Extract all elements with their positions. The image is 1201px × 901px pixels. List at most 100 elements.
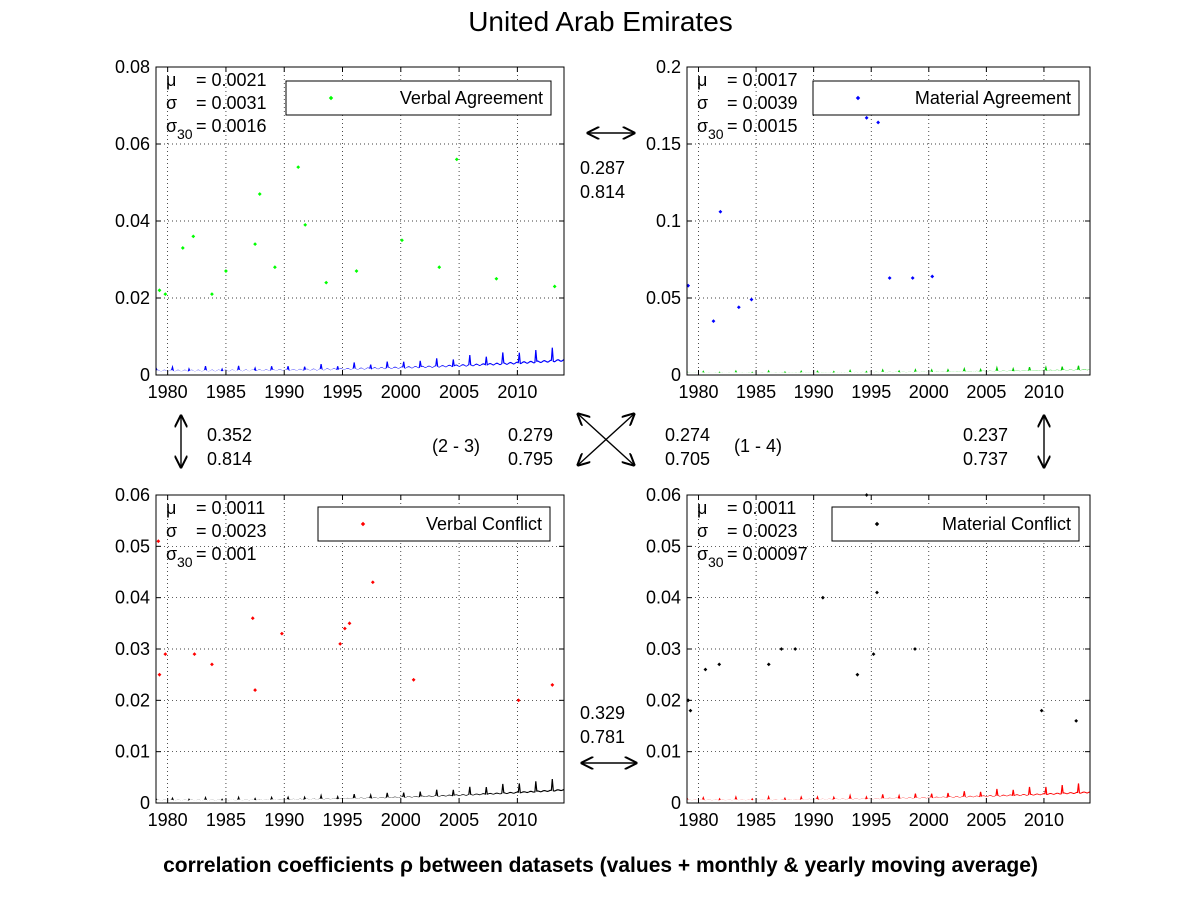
verbal-conflict-outlier-point — [411, 677, 416, 682]
verbal-conflict-ytick-label: 0.03 — [115, 639, 150, 659]
verbal-conflict-xtick-label: 2000 — [381, 810, 421, 830]
verbal-agreement-outlier-point — [552, 284, 557, 289]
verbal-conflict-stat-mu: μ — [166, 498, 176, 518]
verbal-conflict-xtick-label: 1980 — [148, 810, 188, 830]
verbal-conflict-yearly-average — [155, 790, 565, 803]
material-conflict-ytick-label: 0.02 — [646, 690, 681, 710]
material-agreement-ytick-label: 0.1 — [656, 211, 681, 231]
corr-right: 0.237 0.737 — [963, 423, 1008, 471]
material-conflict-outlier-point — [871, 652, 876, 657]
verbal-agreement-outlier-point — [494, 276, 499, 281]
corr-diag-1-4: 0.274 0.705 — [665, 423, 710, 471]
material-agreement-outlier-point — [736, 305, 741, 310]
material-conflict-outlier-point — [717, 662, 722, 667]
material-agreement-legend-marker — [855, 95, 861, 101]
verbal-agreement-outlier-point — [454, 157, 459, 162]
material-conflict-outlier-point — [703, 667, 708, 672]
verbal-conflict-ytick-label: 0 — [140, 793, 150, 813]
verbal-conflict-stat-sigma30-sub: 30 — [177, 554, 193, 570]
verbal-conflict-ytick-label: 0.02 — [115, 690, 150, 710]
pair-label-1-4: (1 - 4) — [734, 436, 783, 456]
material-conflict-plot-area — [687, 495, 1090, 803]
material-conflict-ytick-label: 0.01 — [646, 742, 681, 762]
material-agreement-xtick-label: 2005 — [966, 382, 1006, 402]
material-agreement-outlier-point — [864, 115, 869, 120]
verbal-conflict-xtick-label: 2005 — [439, 810, 479, 830]
material-agreement-stat-sigma-value: = 0.0039 — [727, 93, 798, 113]
verbal-agreement-ytick-label: 0.04 — [115, 211, 150, 231]
verbal-conflict-stat-sigma: σ — [166, 521, 177, 541]
verbal-conflict-xtick-label: 1995 — [322, 810, 362, 830]
corr-top-avg: 0.814 — [580, 182, 626, 202]
corr-top-value: 0.287 — [580, 158, 626, 178]
verbal-agreement-xtick-label: 1985 — [206, 382, 246, 402]
material-conflict-stat-sigma30-value: = 0.00097 — [727, 544, 808, 564]
material-agreement-outlier-point — [718, 209, 723, 214]
corr-bottom-value: 0.329 — [580, 703, 626, 723]
verbal-agreement-stat-sigma-value: = 0.0031 — [196, 93, 267, 113]
material-conflict-stat-mu-value: = 0.0011 — [727, 498, 796, 518]
verbal-conflict-outlier-point — [253, 688, 257, 692]
verbal-agreement-yearly-average — [155, 360, 565, 374]
material-conflict-legend-label: Material Conflict — [942, 514, 1071, 534]
verbal-agreement-stat-sigma: σ — [166, 93, 177, 113]
material-agreement-yearly-average — [686, 369, 1091, 375]
verbal-agreement-ytick-label: 0.06 — [115, 134, 150, 154]
verbal-conflict-stat-sigma30: σ — [166, 544, 177, 564]
material-agreement-stat-mu: μ — [697, 70, 707, 90]
material-conflict-ytick-label: 0 — [671, 793, 681, 813]
verbal-conflict-ytick-label: 0.01 — [115, 742, 150, 762]
material-conflict-outlier-point — [766, 662, 771, 667]
material-conflict-outlier-point — [1039, 708, 1044, 713]
verbal-conflict-outlier-point — [192, 652, 197, 657]
material-agreement-stat-sigma: σ — [697, 93, 708, 113]
verbal-conflict-stat-mu-value: = 0.0011 — [196, 498, 265, 518]
verbal-conflict-stat-sigma-value: = 0.0023 — [196, 521, 267, 541]
material-conflict-legend-box — [831, 506, 1080, 542]
verbal-agreement-outlier-point — [163, 292, 168, 297]
verbal-conflict-outlier-point — [370, 580, 375, 585]
verbal-agreement-outlier-point — [303, 222, 308, 227]
verbal-agreement-outlier-point — [296, 165, 301, 169]
material-conflict-outlier-point — [779, 647, 784, 651]
corr-diag-1-4-avg: 0.705 — [665, 449, 711, 469]
corr-diag-2-3-avg: 0.795 — [508, 449, 554, 469]
verbal-conflict-outlier-point — [342, 626, 347, 631]
verbal-agreement-legend-label: Verbal Agreement — [400, 88, 543, 108]
figure-caption: correlation coefficients ρ between datas… — [163, 854, 1038, 877]
corr-diag-2-3-value: 0.279 — [508, 425, 554, 445]
corr-top: 0.287 0.814 — [580, 156, 625, 204]
material-conflict-xtick-label: 2010 — [1024, 810, 1064, 830]
verbal-agreement-xtick-label: 2005 — [439, 382, 479, 402]
material-conflict-outlier-point — [855, 672, 860, 677]
material-conflict-outlier-point — [820, 595, 825, 600]
verbal-agreement-xtick-label: 1990 — [264, 382, 304, 402]
verbal-conflict-outlier-point — [156, 539, 161, 544]
arrow-diag-2-3 — [578, 414, 634, 465]
verbal-conflict-outlier-point — [210, 662, 214, 667]
verbal-conflict-outlier-point — [279, 631, 284, 636]
verbal-conflict-ytick-label: 0.04 — [115, 588, 150, 608]
material-agreement-xtick-label: 1995 — [851, 382, 891, 402]
material-conflict-xtick-label: 1985 — [736, 810, 776, 830]
verbal-agreement-xtick-label: 1995 — [322, 382, 362, 402]
verbal-conflict-outlier-point — [550, 683, 555, 687]
material-conflict-stat-sigma-value: = 0.0023 — [727, 521, 798, 541]
material-agreement-outlier-point — [887, 276, 892, 280]
material-agreement-stat-sigma30: σ — [697, 116, 708, 136]
material-agreement-outlier-point — [910, 276, 915, 280]
verbal-agreement-ytick-label: 0 — [140, 365, 150, 385]
material-conflict-outlier-point — [875, 590, 879, 595]
verbal-conflict-outlier-point — [157, 672, 162, 677]
material-agreement-outlier-point — [876, 120, 881, 125]
corr-left: 0.352 0.814 — [207, 423, 252, 471]
material-conflict-ytick-label: 0.06 — [646, 485, 681, 505]
verbal-agreement-outlier-point — [437, 265, 442, 270]
material-agreement-stat-mu-value: = 0.0017 — [727, 70, 798, 90]
corr-diag-1-4-value: 0.274 — [665, 425, 711, 445]
verbal-conflict-stat-sigma30-value: = 0.001 — [196, 544, 257, 564]
material-conflict-stat-sigma: σ — [697, 521, 708, 541]
material-conflict-xtick-label: 1980 — [678, 810, 718, 830]
verbal-agreement-plot: 1980 1985 1990 1995 2000 2005 2010 0 0.02 0.04 0.0… — [115, 0, 565, 402]
corr-right-avg: 0.737 — [963, 449, 1009, 469]
